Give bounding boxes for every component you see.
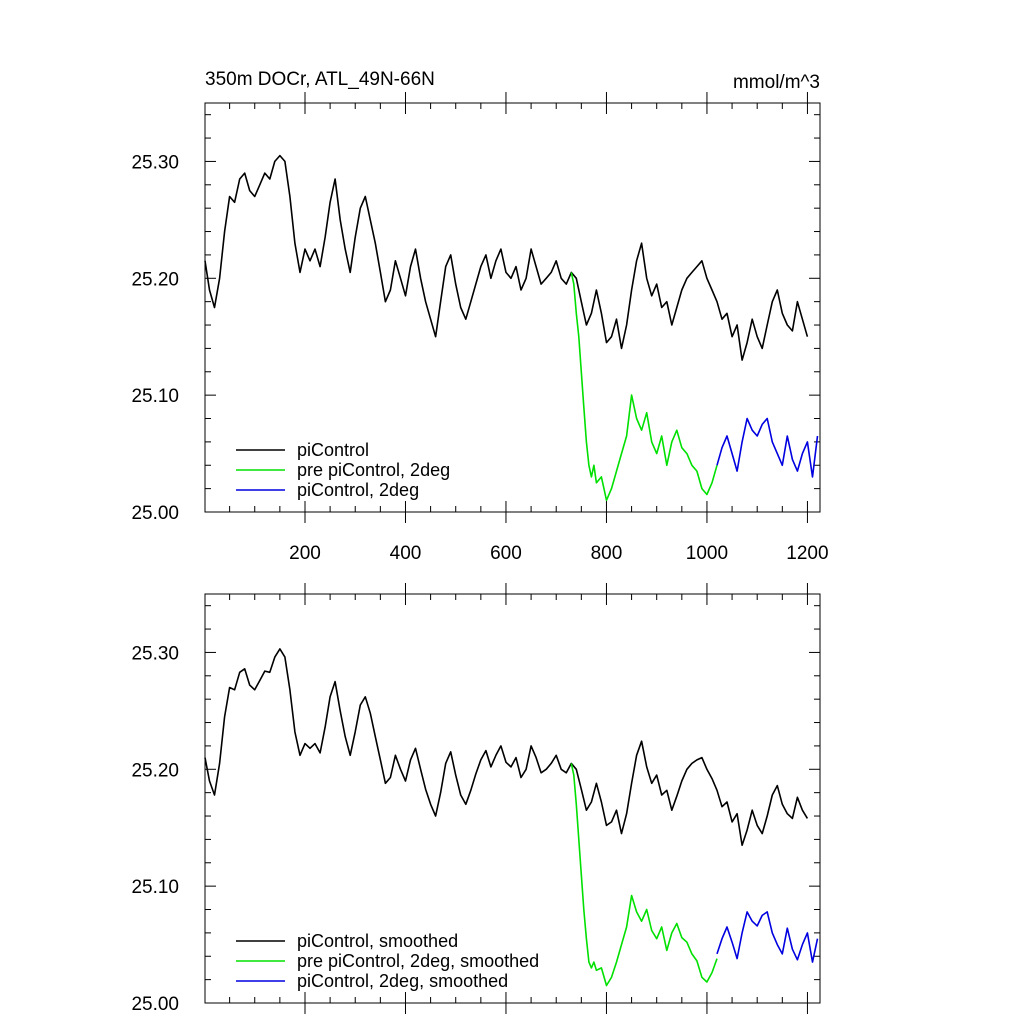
- y-tick-label: 25.20: [131, 760, 179, 781]
- units-label: mmol/m^3: [733, 72, 820, 93]
- y-tick-label: 25.00: [131, 503, 179, 524]
- x-tick-label: 600: [490, 543, 522, 564]
- x-tick-label: 400: [390, 543, 422, 564]
- top-panel: 25.00 25.10 25.20 25.30 200 400 600 800 1000 1200…: [131, 92, 829, 564]
- y-tick-label: 25.00: [131, 994, 179, 1015]
- y-tick-label: 25.10: [131, 386, 179, 407]
- legend-label: piControl, 2deg: [297, 480, 419, 500]
- x-tick-label: 1000: [686, 543, 728, 564]
- plot-frame: [204, 102, 821, 513]
- series-line: [204, 648, 809, 846]
- legend-label: piControl, 2deg, smoothed: [297, 971, 508, 991]
- y-tick-label: 25.10: [131, 877, 179, 898]
- x-tick-label: 200: [289, 543, 321, 564]
- series-line: [570, 763, 718, 987]
- y-tick-label: 25.30: [131, 643, 179, 664]
- series-line: [204, 154, 809, 361]
- legend-label: piControl, smoothed: [297, 931, 458, 951]
- legend-label: piControl: [297, 440, 369, 460]
- x-tick-label: 800: [591, 543, 623, 564]
- x-tick-label: 1200: [786, 543, 828, 564]
- series-line: [716, 417, 819, 478]
- series-line: [716, 911, 819, 963]
- plot-frame: [204, 593, 821, 1004]
- figure-title: 350m DOCr, ATL_49N-66N: [205, 69, 435, 90]
- series-line: [570, 272, 718, 502]
- legend-label: pre piControl, 2deg, smoothed: [297, 951, 539, 971]
- legend-label: pre piControl, 2deg: [297, 460, 450, 480]
- y-tick-label: 25.30: [131, 152, 179, 173]
- y-tick-label: 25.20: [131, 269, 179, 290]
